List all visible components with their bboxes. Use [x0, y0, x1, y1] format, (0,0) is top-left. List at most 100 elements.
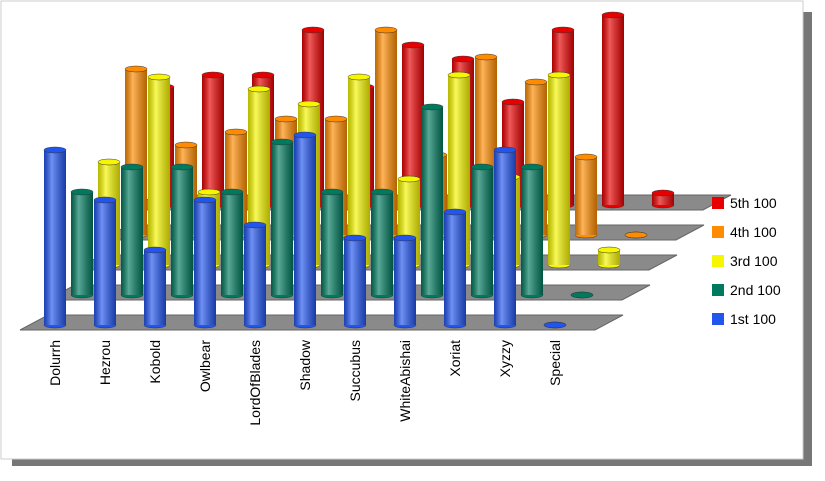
- bar-top: [70, 188, 94, 196]
- bar-shade: [471, 167, 493, 295]
- bar-top: [124, 65, 148, 73]
- x-tick-label: Owlbear: [197, 340, 213, 392]
- bar-top: [474, 53, 498, 61]
- bar-top: [270, 138, 294, 146]
- bar-top: [251, 71, 275, 79]
- legend-swatch: [712, 313, 724, 325]
- bar-top: [220, 188, 244, 196]
- bar-top: [274, 115, 298, 123]
- bar-top: [293, 131, 317, 139]
- bar: [651, 189, 675, 209]
- bar: [193, 196, 217, 329]
- bar: [343, 234, 367, 329]
- bar-top: [447, 71, 471, 79]
- bar-top: [224, 128, 248, 136]
- bar-shade: [375, 30, 397, 235]
- bar-shade: [348, 77, 370, 265]
- bar: [70, 188, 94, 299]
- bar-shade: [71, 192, 93, 295]
- bar-top: [597, 246, 621, 254]
- bar-top: [343, 234, 367, 242]
- bar: [220, 188, 244, 299]
- bar-top: [243, 221, 267, 229]
- x-tick-label: WhiteAbishai: [397, 340, 413, 422]
- legend-label: 2nd 100: [730, 282, 781, 298]
- bar-shade: [221, 192, 243, 295]
- bar-shade: [271, 142, 293, 295]
- bar-top: [393, 234, 417, 242]
- bar-top: [297, 100, 321, 108]
- bar: [470, 163, 494, 299]
- bar-shade: [575, 157, 597, 235]
- legend: 5th 100 4th 100 3rd 100 2nd 100 1st 100: [712, 195, 781, 327]
- bar: [520, 163, 544, 299]
- bar-top: [493, 146, 517, 154]
- bar-top: [320, 188, 344, 196]
- bar: [597, 246, 621, 269]
- bar-top: [143, 246, 167, 254]
- bar-shade: [294, 135, 316, 325]
- bar: [201, 71, 225, 209]
- bar-top: [443, 208, 467, 216]
- bar-top: [97, 158, 121, 166]
- x-tick-label: Dolurrh: [47, 340, 63, 386]
- bar-top: [601, 11, 625, 19]
- bar-top: [570, 291, 594, 299]
- x-tick-label: Xoriat: [447, 340, 463, 377]
- bar-top: [470, 163, 494, 171]
- bar: [543, 321, 567, 329]
- bar-shade: [421, 107, 443, 295]
- bar: [347, 73, 371, 269]
- bar-shade: [244, 225, 266, 325]
- plot: Dolurrh Hezrou Kobold Owlbear LordOfBlades Sh…: [19, 11, 732, 426]
- bar-shade: [44, 150, 66, 325]
- bar-top: [420, 103, 444, 111]
- bar-top: [574, 153, 598, 161]
- bar: [570, 291, 594, 299]
- bar: [574, 153, 598, 239]
- bar-shade: [94, 200, 116, 325]
- x-tick-label: Succubus: [347, 340, 363, 401]
- bar: [601, 11, 625, 209]
- legend-swatch: [712, 255, 724, 267]
- legend-swatch: [712, 226, 724, 238]
- legend-label: 1st 100: [730, 311, 776, 327]
- bar-top: [170, 163, 194, 171]
- bar-top: [370, 188, 394, 196]
- bar-top: [551, 26, 575, 34]
- bar: [370, 188, 394, 299]
- bar: [393, 234, 417, 329]
- bar: [170, 163, 194, 299]
- bar: [624, 231, 648, 239]
- bar-top: [374, 26, 398, 34]
- x-tick-label: Xyzzy: [497, 340, 513, 377]
- bar-shade: [344, 238, 366, 325]
- legend-label: 5th 100: [730, 195, 777, 211]
- bar-top: [301, 26, 325, 34]
- bar-top: [247, 85, 271, 93]
- legend-swatch: [712, 197, 724, 209]
- bar: [43, 146, 67, 329]
- bar-shade: [548, 75, 570, 265]
- bar: [243, 221, 267, 329]
- bar: [401, 41, 425, 209]
- x-tick-label: LordOfBlades: [247, 340, 263, 426]
- x-tick-label: Kobold: [147, 340, 163, 384]
- bar-shade: [402, 45, 424, 205]
- bar-top: [197, 188, 221, 196]
- bar-shade: [602, 15, 624, 205]
- bar-top: [193, 196, 217, 204]
- bar-shade: [321, 192, 343, 295]
- bar-shade: [202, 75, 224, 205]
- bar-shade: [371, 192, 393, 295]
- bar-top: [401, 41, 425, 49]
- bar: [493, 146, 517, 329]
- bar-shade: [248, 89, 270, 265]
- bar-shade: [171, 167, 193, 295]
- bar: [270, 138, 294, 299]
- bar-shade: [144, 250, 166, 325]
- bar-shade: [121, 167, 143, 295]
- bar-top: [43, 146, 67, 154]
- bar-shade: [444, 212, 466, 325]
